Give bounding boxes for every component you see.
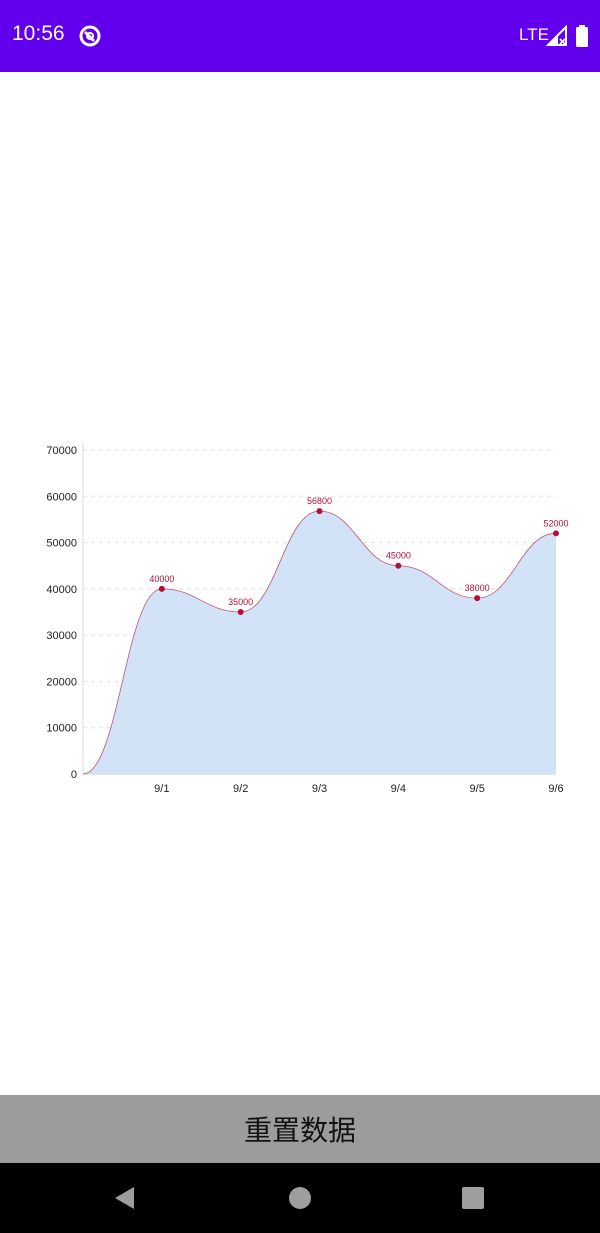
back-button[interactable] — [107, 1180, 143, 1216]
reset-data-button[interactable]: 重置数据 — [0, 1095, 600, 1163]
y-tick-label: 20000 — [46, 676, 77, 688]
signal-icon — [546, 25, 567, 46]
x-tick-label: 9/3 — [312, 783, 327, 795]
recent-apps-icon — [462, 1187, 484, 1209]
data-label: 45000 — [386, 551, 411, 561]
battery-icon — [576, 25, 588, 47]
back-icon — [115, 1187, 134, 1209]
data-point — [395, 562, 402, 569]
area-chart: 0 10000 20000 30000 40000 50000 60000 70000 4000… — [0, 430, 600, 810]
area-fill — [83, 511, 556, 774]
y-tick-label: 30000 — [46, 630, 77, 642]
x-tick-label: 9/5 — [470, 783, 485, 795]
home-icon — [289, 1187, 311, 1209]
status-time: 10:56 — [12, 22, 65, 45]
chart-svg: 0 10000 20000 30000 40000 50000 60000 70000 4000… — [46, 442, 569, 795]
y-tick-label: 70000 — [46, 445, 77, 457]
x-tick-label: 9/2 — [233, 783, 248, 795]
data-label: 38000 — [465, 583, 490, 593]
y-tick-label: 0 — [71, 769, 77, 781]
data-point — [158, 585, 165, 592]
data-point — [316, 508, 323, 515]
data-label: 35000 — [228, 597, 253, 607]
data-point — [237, 609, 244, 615]
data-label: 52000 — [543, 518, 568, 528]
app-notification-icon — [79, 25, 101, 47]
navigation-bar — [0, 1163, 600, 1233]
x-tick-label: 9/4 — [391, 783, 406, 795]
y-tick-label: 10000 — [46, 723, 77, 735]
data-label: 56800 — [307, 496, 332, 506]
data-label: 40000 — [149, 574, 174, 584]
network-type: LTE — [519, 25, 549, 44]
y-tick-label: 60000 — [46, 491, 77, 503]
y-tick-label: 50000 — [46, 538, 77, 550]
x-tick-label: 9/6 — [548, 783, 563, 795]
status-bar: 10:56 LTE — [0, 0, 600, 72]
data-point — [553, 530, 559, 537]
y-tick-label: 40000 — [46, 584, 77, 596]
data-point — [474, 595, 481, 602]
home-button[interactable] — [282, 1180, 318, 1216]
x-tick-label: 9/1 — [154, 783, 169, 795]
recent-apps-button[interactable] — [455, 1180, 491, 1216]
